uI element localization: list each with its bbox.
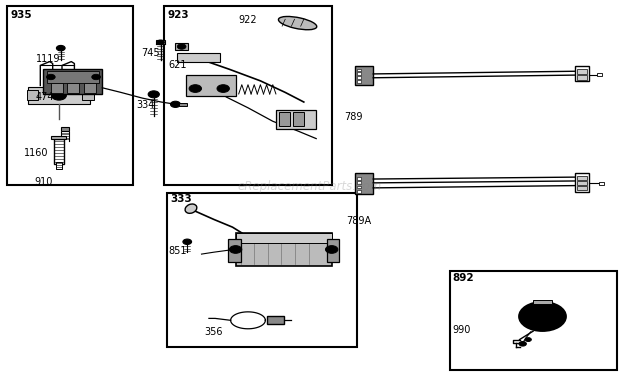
Text: 923: 923 <box>167 10 189 20</box>
Text: 621: 621 <box>169 60 187 70</box>
Bar <box>228 239 241 262</box>
Bar <box>357 72 361 75</box>
Bar <box>575 173 589 192</box>
Bar <box>56 162 62 169</box>
Circle shape <box>183 239 192 244</box>
Circle shape <box>217 85 229 92</box>
Bar <box>357 177 361 180</box>
Bar <box>84 83 96 93</box>
Bar <box>82 90 94 100</box>
Bar <box>46 71 55 77</box>
Circle shape <box>46 74 55 80</box>
Bar <box>279 112 290 126</box>
Bar <box>355 173 373 194</box>
Bar <box>577 176 587 180</box>
Bar <box>175 43 188 50</box>
Bar <box>167 192 356 346</box>
Circle shape <box>170 101 180 107</box>
Bar <box>186 75 236 96</box>
Bar <box>355 66 373 85</box>
Bar <box>327 239 339 262</box>
Bar <box>60 71 69 77</box>
Bar <box>67 83 79 93</box>
Text: 789A: 789A <box>346 216 371 226</box>
Bar <box>293 112 304 126</box>
Bar <box>51 83 63 93</box>
Bar <box>597 73 602 76</box>
Circle shape <box>51 91 66 100</box>
Bar <box>599 182 604 185</box>
Bar <box>357 186 361 188</box>
Text: 1160: 1160 <box>24 148 48 158</box>
Text: 990: 990 <box>453 325 471 335</box>
Bar <box>267 316 284 324</box>
Text: 745: 745 <box>141 48 160 58</box>
Circle shape <box>92 74 100 80</box>
Circle shape <box>525 338 531 341</box>
Bar <box>533 300 552 304</box>
Bar <box>156 40 165 44</box>
Bar <box>276 110 316 129</box>
Bar <box>236 233 332 243</box>
Ellipse shape <box>185 204 197 213</box>
Bar <box>577 69 587 74</box>
Text: 935: 935 <box>11 10 32 20</box>
Bar <box>357 69 361 71</box>
Bar <box>28 87 90 104</box>
Bar <box>164 6 332 185</box>
Circle shape <box>177 44 186 49</box>
Circle shape <box>189 85 202 92</box>
Bar <box>357 76 361 79</box>
Bar <box>577 186 587 190</box>
Bar <box>51 136 66 139</box>
Bar <box>577 181 587 185</box>
Bar <box>27 90 38 100</box>
Text: 922: 922 <box>239 15 257 25</box>
Text: eReplacementParts.com: eReplacementParts.com <box>238 180 382 193</box>
Ellipse shape <box>278 17 317 30</box>
Text: 910: 910 <box>34 177 53 187</box>
Circle shape <box>157 40 164 45</box>
Circle shape <box>229 246 242 253</box>
Bar <box>7 6 133 185</box>
Circle shape <box>536 313 549 320</box>
Bar <box>357 190 361 192</box>
Text: 474: 474 <box>36 92 55 102</box>
Bar <box>61 127 69 131</box>
Circle shape <box>519 302 566 331</box>
Text: 892: 892 <box>453 273 474 283</box>
Text: 333: 333 <box>170 194 192 204</box>
Bar <box>54 139 64 164</box>
Circle shape <box>56 45 65 51</box>
Circle shape <box>55 93 63 98</box>
Text: 1119: 1119 <box>36 54 61 64</box>
Bar <box>357 181 361 184</box>
Circle shape <box>326 246 338 253</box>
Text: 789: 789 <box>344 112 363 122</box>
Bar <box>575 66 589 81</box>
Bar <box>236 233 332 266</box>
Circle shape <box>519 341 526 346</box>
Bar <box>177 53 220 62</box>
Bar <box>179 103 187 106</box>
Circle shape <box>529 308 556 325</box>
Bar <box>357 80 361 83</box>
Text: 851: 851 <box>169 246 187 256</box>
Bar <box>43 69 102 94</box>
Text: 334: 334 <box>136 100 155 110</box>
Bar <box>46 71 99 83</box>
Bar <box>450 271 617 370</box>
Bar <box>577 75 587 80</box>
Text: 356: 356 <box>205 327 223 337</box>
Circle shape <box>148 91 159 98</box>
